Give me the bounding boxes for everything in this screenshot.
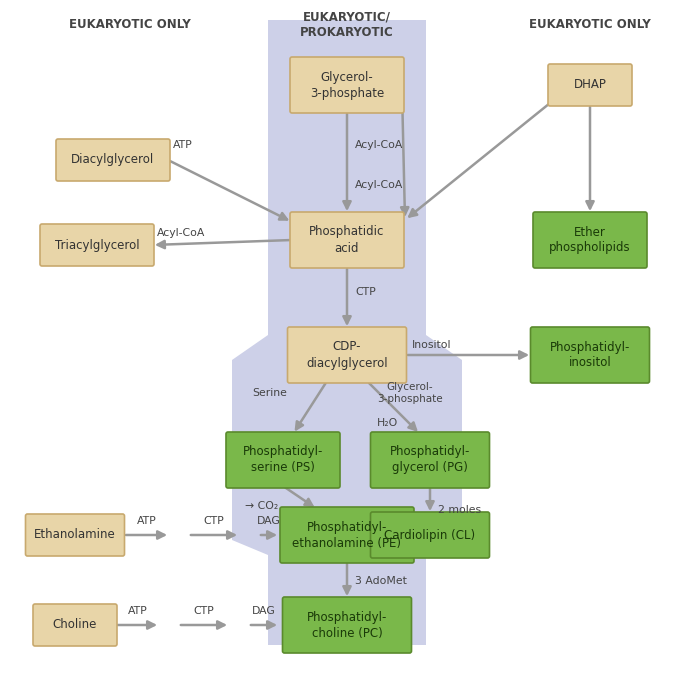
Text: Acyl-CoA: Acyl-CoA bbox=[355, 180, 403, 190]
FancyBboxPatch shape bbox=[530, 327, 650, 383]
Text: Phosphatidyl-
inositol: Phosphatidyl- inositol bbox=[550, 340, 630, 370]
FancyBboxPatch shape bbox=[371, 512, 489, 558]
Text: DAG: DAG bbox=[252, 606, 276, 616]
FancyBboxPatch shape bbox=[287, 327, 407, 383]
Text: Triacylglycerol: Triacylglycerol bbox=[55, 239, 139, 252]
FancyBboxPatch shape bbox=[282, 597, 412, 653]
Text: EUKARYOTIC ONLY: EUKARYOTIC ONLY bbox=[529, 18, 651, 31]
Text: 2 moles: 2 moles bbox=[438, 505, 481, 515]
Text: Acyl-CoA: Acyl-CoA bbox=[157, 228, 205, 238]
Text: Ether
phospholipids: Ether phospholipids bbox=[549, 226, 631, 254]
Text: Phosphatidyl-
choline (PC): Phosphatidyl- choline (PC) bbox=[307, 610, 387, 640]
FancyBboxPatch shape bbox=[33, 604, 117, 646]
Text: CTP: CTP bbox=[355, 287, 375, 297]
Text: Phosphatidic
acid: Phosphatidic acid bbox=[310, 226, 384, 254]
Text: Phosphatidyl-
glycerol (PG): Phosphatidyl- glycerol (PG) bbox=[390, 445, 471, 475]
FancyBboxPatch shape bbox=[290, 212, 404, 268]
FancyBboxPatch shape bbox=[40, 224, 154, 266]
Text: Cardiolipin (CL): Cardiolipin (CL) bbox=[384, 529, 475, 542]
Text: DAG: DAG bbox=[257, 516, 281, 526]
FancyBboxPatch shape bbox=[26, 514, 124, 556]
Text: CDP-
diacylglycerol: CDP- diacylglycerol bbox=[306, 340, 388, 370]
Text: CTP: CTP bbox=[194, 606, 214, 616]
Text: EUKARYOTIC/
PROKARYOTIC: EUKARYOTIC/ PROKARYOTIC bbox=[300, 10, 394, 39]
Text: Glycerol-
3-phosphate: Glycerol- 3-phosphate bbox=[377, 382, 443, 404]
Text: Choline: Choline bbox=[53, 619, 97, 632]
Text: ATP: ATP bbox=[173, 140, 193, 150]
Text: Diacylglycerol: Diacylglycerol bbox=[71, 153, 155, 166]
Text: Glycerol-
3-phosphate: Glycerol- 3-phosphate bbox=[310, 70, 384, 100]
Text: ATP: ATP bbox=[137, 516, 156, 526]
Text: Phosphatidyl-
ethanolamine (PE): Phosphatidyl- ethanolamine (PE) bbox=[292, 520, 402, 550]
Text: EUKARYOTIC ONLY: EUKARYOTIC ONLY bbox=[69, 18, 191, 31]
Text: Acyl-CoA: Acyl-CoA bbox=[355, 140, 403, 150]
Text: CTP: CTP bbox=[203, 516, 224, 526]
Polygon shape bbox=[232, 20, 462, 645]
Text: H₂O: H₂O bbox=[377, 418, 398, 428]
Text: Serine: Serine bbox=[252, 388, 287, 398]
Text: ATP: ATP bbox=[128, 606, 147, 616]
Text: Inositol: Inositol bbox=[412, 340, 452, 350]
FancyBboxPatch shape bbox=[290, 57, 404, 113]
FancyBboxPatch shape bbox=[371, 432, 489, 488]
FancyBboxPatch shape bbox=[226, 432, 340, 488]
FancyBboxPatch shape bbox=[280, 507, 414, 563]
FancyBboxPatch shape bbox=[56, 139, 170, 181]
Text: → CO₂: → CO₂ bbox=[245, 501, 278, 511]
FancyBboxPatch shape bbox=[533, 212, 647, 268]
Text: Phosphatidyl-
serine (PS): Phosphatidyl- serine (PS) bbox=[243, 445, 323, 475]
Text: 3 AdoMet: 3 AdoMet bbox=[355, 576, 407, 586]
FancyBboxPatch shape bbox=[548, 64, 632, 106]
Text: Ethanolamine: Ethanolamine bbox=[34, 529, 116, 542]
Text: DHAP: DHAP bbox=[573, 78, 607, 91]
